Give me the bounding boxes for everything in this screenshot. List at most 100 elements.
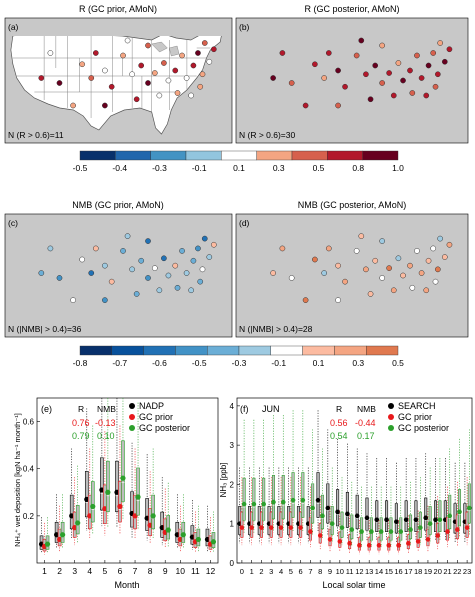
site-marker [430,245,437,252]
box [87,494,92,530]
colorbar-tick-label: 0.3 [352,358,364,368]
site-marker [120,52,126,59]
site-marker [138,257,145,264]
colorbar-swatch [143,345,176,356]
box [291,472,295,518]
box [418,511,422,538]
site-marker [156,92,163,99]
y-tick-label: 0.2 [23,512,35,521]
chart-f-legend-prior: GC prior [398,412,432,422]
mean-point [464,525,470,530]
site-marker [434,71,441,78]
x-tick-label: 9 [328,567,332,576]
site-marker [102,102,108,109]
site-marker [197,83,204,90]
site-marker [197,278,204,285]
site-marker [201,235,208,242]
mean-point [467,505,472,511]
map-panel-d: (d) N (|NMB| > 0.4)=28 [235,213,469,338]
x-tick-label: 19 [424,567,432,576]
mean-point [359,529,364,534]
site-marker [161,60,167,66]
chart-e-r-header: R [78,404,84,414]
colorbar-tick-label: 0.8 [352,163,364,173]
mean-point [195,536,201,543]
colorbar-swatch [362,150,399,161]
box [151,494,155,530]
x-tick-label: 2 [259,567,263,576]
site-marker [174,284,181,291]
site-marker [423,92,430,99]
box [360,517,364,541]
box [148,508,152,536]
site-marker [432,278,439,285]
site-marker [363,266,369,273]
site-marker [446,241,453,248]
site-marker [151,70,158,76]
colorbar-swatch [291,150,328,161]
mean-point [300,497,306,503]
colorbar-nmb: -0.8 -0.7 -0.6 -0.5 -0.3 -0.1 0.1 0.3 0.5 [73,345,404,368]
site-marker [302,102,309,109]
mean-point [288,525,294,530]
chart-e-legend-nadp: NADP [139,401,164,411]
site-marker [195,245,201,252]
chart-f-legend-marker-search [388,403,394,409]
x-tick-label: 13 [365,567,373,576]
chart-e-legend-marker-post [129,425,135,431]
x-tick-label: 5 [103,566,108,576]
chart-e-prior-r: 0.76 [72,418,90,428]
site-marker [188,287,194,294]
mean-point [435,533,441,538]
colorbar-tick-label: -0.3 [232,358,247,368]
site-marker [325,50,332,56]
colorbar-tick-label: 0.3 [273,163,285,173]
mean-point [320,513,325,519]
site-marker [92,245,99,252]
site-marker [423,287,430,294]
mean-point [445,529,450,534]
site-marker [270,270,276,276]
chart-e-prior-nmb: -0.13 [95,418,116,428]
mean-point [261,501,266,507]
site-marker [206,254,213,260]
colorbar-swatch [334,345,367,356]
x-tick-label: 2 [57,566,62,576]
chart-f-month: JUN [262,404,280,414]
mean-point [117,503,123,510]
box [250,511,254,538]
mean-point [423,515,429,521]
chart-f-prior-nmb: -0.44 [355,418,376,428]
x-tick-label: 16 [394,567,402,576]
site-marker [386,265,392,271]
site-marker [407,262,413,269]
chart-e-legend-prior: GC prior [139,412,173,422]
site-marker [407,67,413,74]
map-c-letter: (c) [8,218,18,228]
x-tick-label: 11 [346,567,354,576]
box [336,489,340,527]
x-tick-label: 1 [42,566,47,576]
map-b-sites [270,37,453,109]
site-marker [210,241,217,248]
x-tick-label: 12 [206,566,216,576]
mean-point [249,525,254,530]
site-marker [363,71,369,78]
map-c-sites [38,233,217,303]
mean-point [433,517,438,523]
site-marker [190,62,197,69]
mean-point [298,525,303,530]
site-marker [188,92,194,99]
site-marker [390,92,397,99]
site-marker [183,75,190,81]
mean-point [135,494,141,500]
colorbar-tick-label: -0.1 [192,163,207,173]
colorbar-tick-label: -0.5 [192,358,207,368]
box [279,511,283,538]
mean-point [386,543,392,548]
mean-point [90,503,96,510]
mean-point [271,499,276,505]
chart-f-legend-search: SEARCH [398,401,436,411]
mean-point [369,529,374,534]
